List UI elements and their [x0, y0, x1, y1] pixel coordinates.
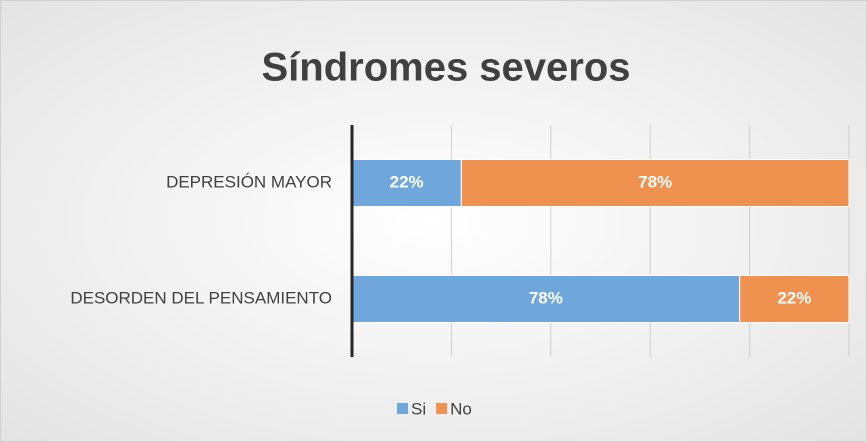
y-tick-label: DEPRESIÓN MAYOR: [166, 172, 332, 191]
legend-label: Si: [411, 399, 426, 418]
legend-swatch: [397, 403, 408, 414]
data-label: 22%: [777, 288, 811, 307]
bar: [351, 275, 741, 323]
legend-label: No: [450, 399, 472, 418]
data-label: 22%: [390, 172, 424, 191]
data-label: 78%: [529, 288, 563, 307]
chart-title: Síndromes severos: [261, 46, 630, 90]
bar: [739, 275, 850, 323]
legend-swatch: [436, 403, 448, 414]
y-tick-label: DESORDEN DEL PENSAMIENTO: [70, 288, 332, 307]
bar: [460, 159, 850, 207]
data-label: 78%: [638, 172, 672, 191]
